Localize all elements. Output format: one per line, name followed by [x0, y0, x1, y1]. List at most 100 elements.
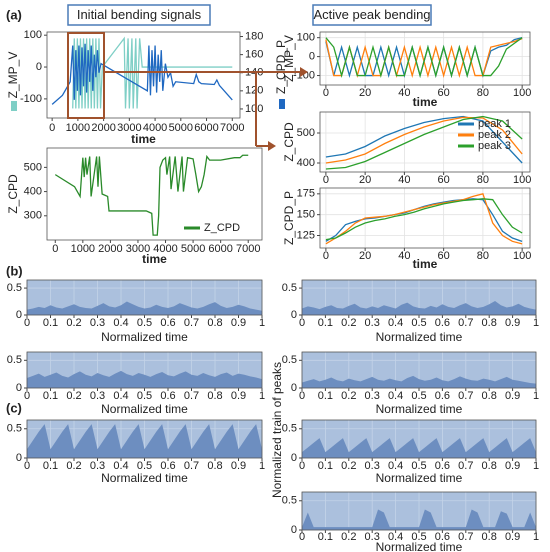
x-tick-label: 1000 [71, 243, 95, 255]
x-tick-label: 3000 [126, 243, 150, 255]
x-tick-label: 5000 [169, 122, 193, 134]
legend-swatch [11, 101, 17, 111]
y-tick-label: 400 [297, 157, 315, 169]
title-box [312, 4, 432, 26]
y2-tick-label: 100 [245, 103, 263, 115]
area [302, 301, 536, 315]
plot-frame [301, 419, 537, 459]
y-tick-label: 0 [16, 452, 22, 464]
x-tick-label: 0.9 [505, 390, 520, 402]
x-tick-label: 0.7 [184, 460, 199, 472]
x-tick-label: 0.5 [137, 317, 152, 329]
y-tick-label: 0 [291, 382, 297, 394]
x-tick-label: 0 [24, 460, 30, 472]
x-tick-label: 0.2 [341, 317, 356, 329]
x-tick-label: 0.9 [231, 390, 246, 402]
area [302, 509, 536, 530]
x-tick-label: 0.3 [365, 460, 380, 472]
x-tick-label: 0.4 [113, 317, 128, 329]
x-tick-label: 0.3 [90, 390, 105, 402]
y-tick-label: 0.5 [282, 423, 297, 435]
x-axis-label: time [413, 257, 438, 271]
x-tick-label: 0 [24, 390, 30, 402]
y-tick-label: -100 [20, 93, 42, 105]
x-tick-label: 0.1 [318, 531, 333, 543]
y-tick-label: 0.5 [282, 282, 297, 294]
plot-frame [46, 31, 241, 119]
panel-label: (a) [6, 7, 22, 22]
x-tick-label: 0 [323, 174, 329, 186]
x-tick-label: 0.6 [160, 390, 175, 402]
x-tick-label: 0 [24, 317, 30, 329]
area [302, 438, 536, 458]
line [54, 154, 249, 236]
plot-frame [46, 147, 263, 241]
x-tick-label: 6000 [208, 243, 232, 255]
x-tick-label: 0.4 [113, 390, 128, 402]
x-tick-label: 0.8 [482, 317, 497, 329]
x-tick-label: 0.8 [482, 390, 497, 402]
x-tick-label: 100 [513, 250, 531, 262]
area [27, 424, 262, 458]
x-tick-label: 0.3 [365, 390, 380, 402]
section-title: Initial bending signals [77, 7, 202, 22]
x-tick-label: 0.1 [43, 317, 58, 329]
x-tick-label: 0.9 [505, 460, 520, 472]
y-tick-label: 500 [24, 161, 42, 173]
x-axis-label: time [142, 252, 167, 266]
x-axis-label: Normalized time [376, 471, 463, 485]
x-tick-label: 100 [513, 174, 531, 186]
y-tick-label: 0 [36, 61, 42, 73]
x-tick-label: 0.6 [435, 317, 450, 329]
x-tick-label: 0 [299, 460, 305, 472]
y-tick-label: 0 [291, 309, 297, 321]
line [72, 36, 233, 109]
arrowhead [300, 67, 308, 77]
plot-frame [319, 187, 531, 249]
x-tick-label: 40 [398, 87, 410, 99]
x-axis-label: Normalized time [376, 540, 463, 552]
x-axis-label: time [131, 132, 156, 146]
y-tick-label: 400 [24, 185, 42, 197]
x-tick-label: 1 [259, 460, 265, 472]
x-tick-label: 1 [533, 390, 539, 402]
x-tick-label: 0.5 [411, 531, 426, 543]
y-tick-label: 175 [297, 188, 315, 200]
y2-tick-label: 160 [245, 49, 263, 61]
x-tick-label: 0.6 [435, 460, 450, 472]
legend-label: peak 3 [478, 140, 511, 152]
y-tick-label: 0 [16, 309, 22, 321]
x-tick-label: 0.4 [388, 317, 403, 329]
x-tick-label: 5000 [181, 243, 205, 255]
x-tick-label: 4000 [153, 243, 177, 255]
x-tick-label: 60 [438, 250, 450, 262]
y-axis-label: Z_MP_V [6, 52, 20, 99]
y2-axis-label: Z_CPD_P [274, 40, 288, 94]
x-tick-label: 0.4 [388, 390, 403, 402]
y-tick-label: 100 [24, 29, 42, 41]
y-tick-label: 150 [297, 209, 315, 221]
x-tick-label: 0 [299, 390, 305, 402]
line [325, 115, 523, 170]
x-tick-label: 0.8 [482, 460, 497, 472]
x-tick-label: 0.2 [341, 460, 356, 472]
x-tick-label: 0.2 [341, 531, 356, 543]
x-tick-label: 60 [438, 174, 450, 186]
plot-frame [301, 491, 537, 531]
line [325, 198, 523, 242]
x-tick-label: 0.6 [160, 460, 175, 472]
plot-frame [26, 279, 263, 316]
y2-tick-label: 120 [245, 85, 263, 97]
x-tick-label: 1000 [66, 122, 90, 134]
legend-label: Z_CPD [204, 222, 240, 234]
y-tick-label: 100 [297, 32, 315, 44]
title-box [67, 4, 211, 26]
y-tick-label: 0.5 [7, 354, 22, 366]
y-tick-label: 0.5 [7, 423, 22, 435]
x-tick-label: 40 [398, 174, 410, 186]
section-title: Active peak bending [313, 7, 430, 22]
x-tick-label: 0 [299, 317, 305, 329]
y-tick-label: 0 [309, 51, 315, 63]
arrowhead [268, 141, 276, 151]
